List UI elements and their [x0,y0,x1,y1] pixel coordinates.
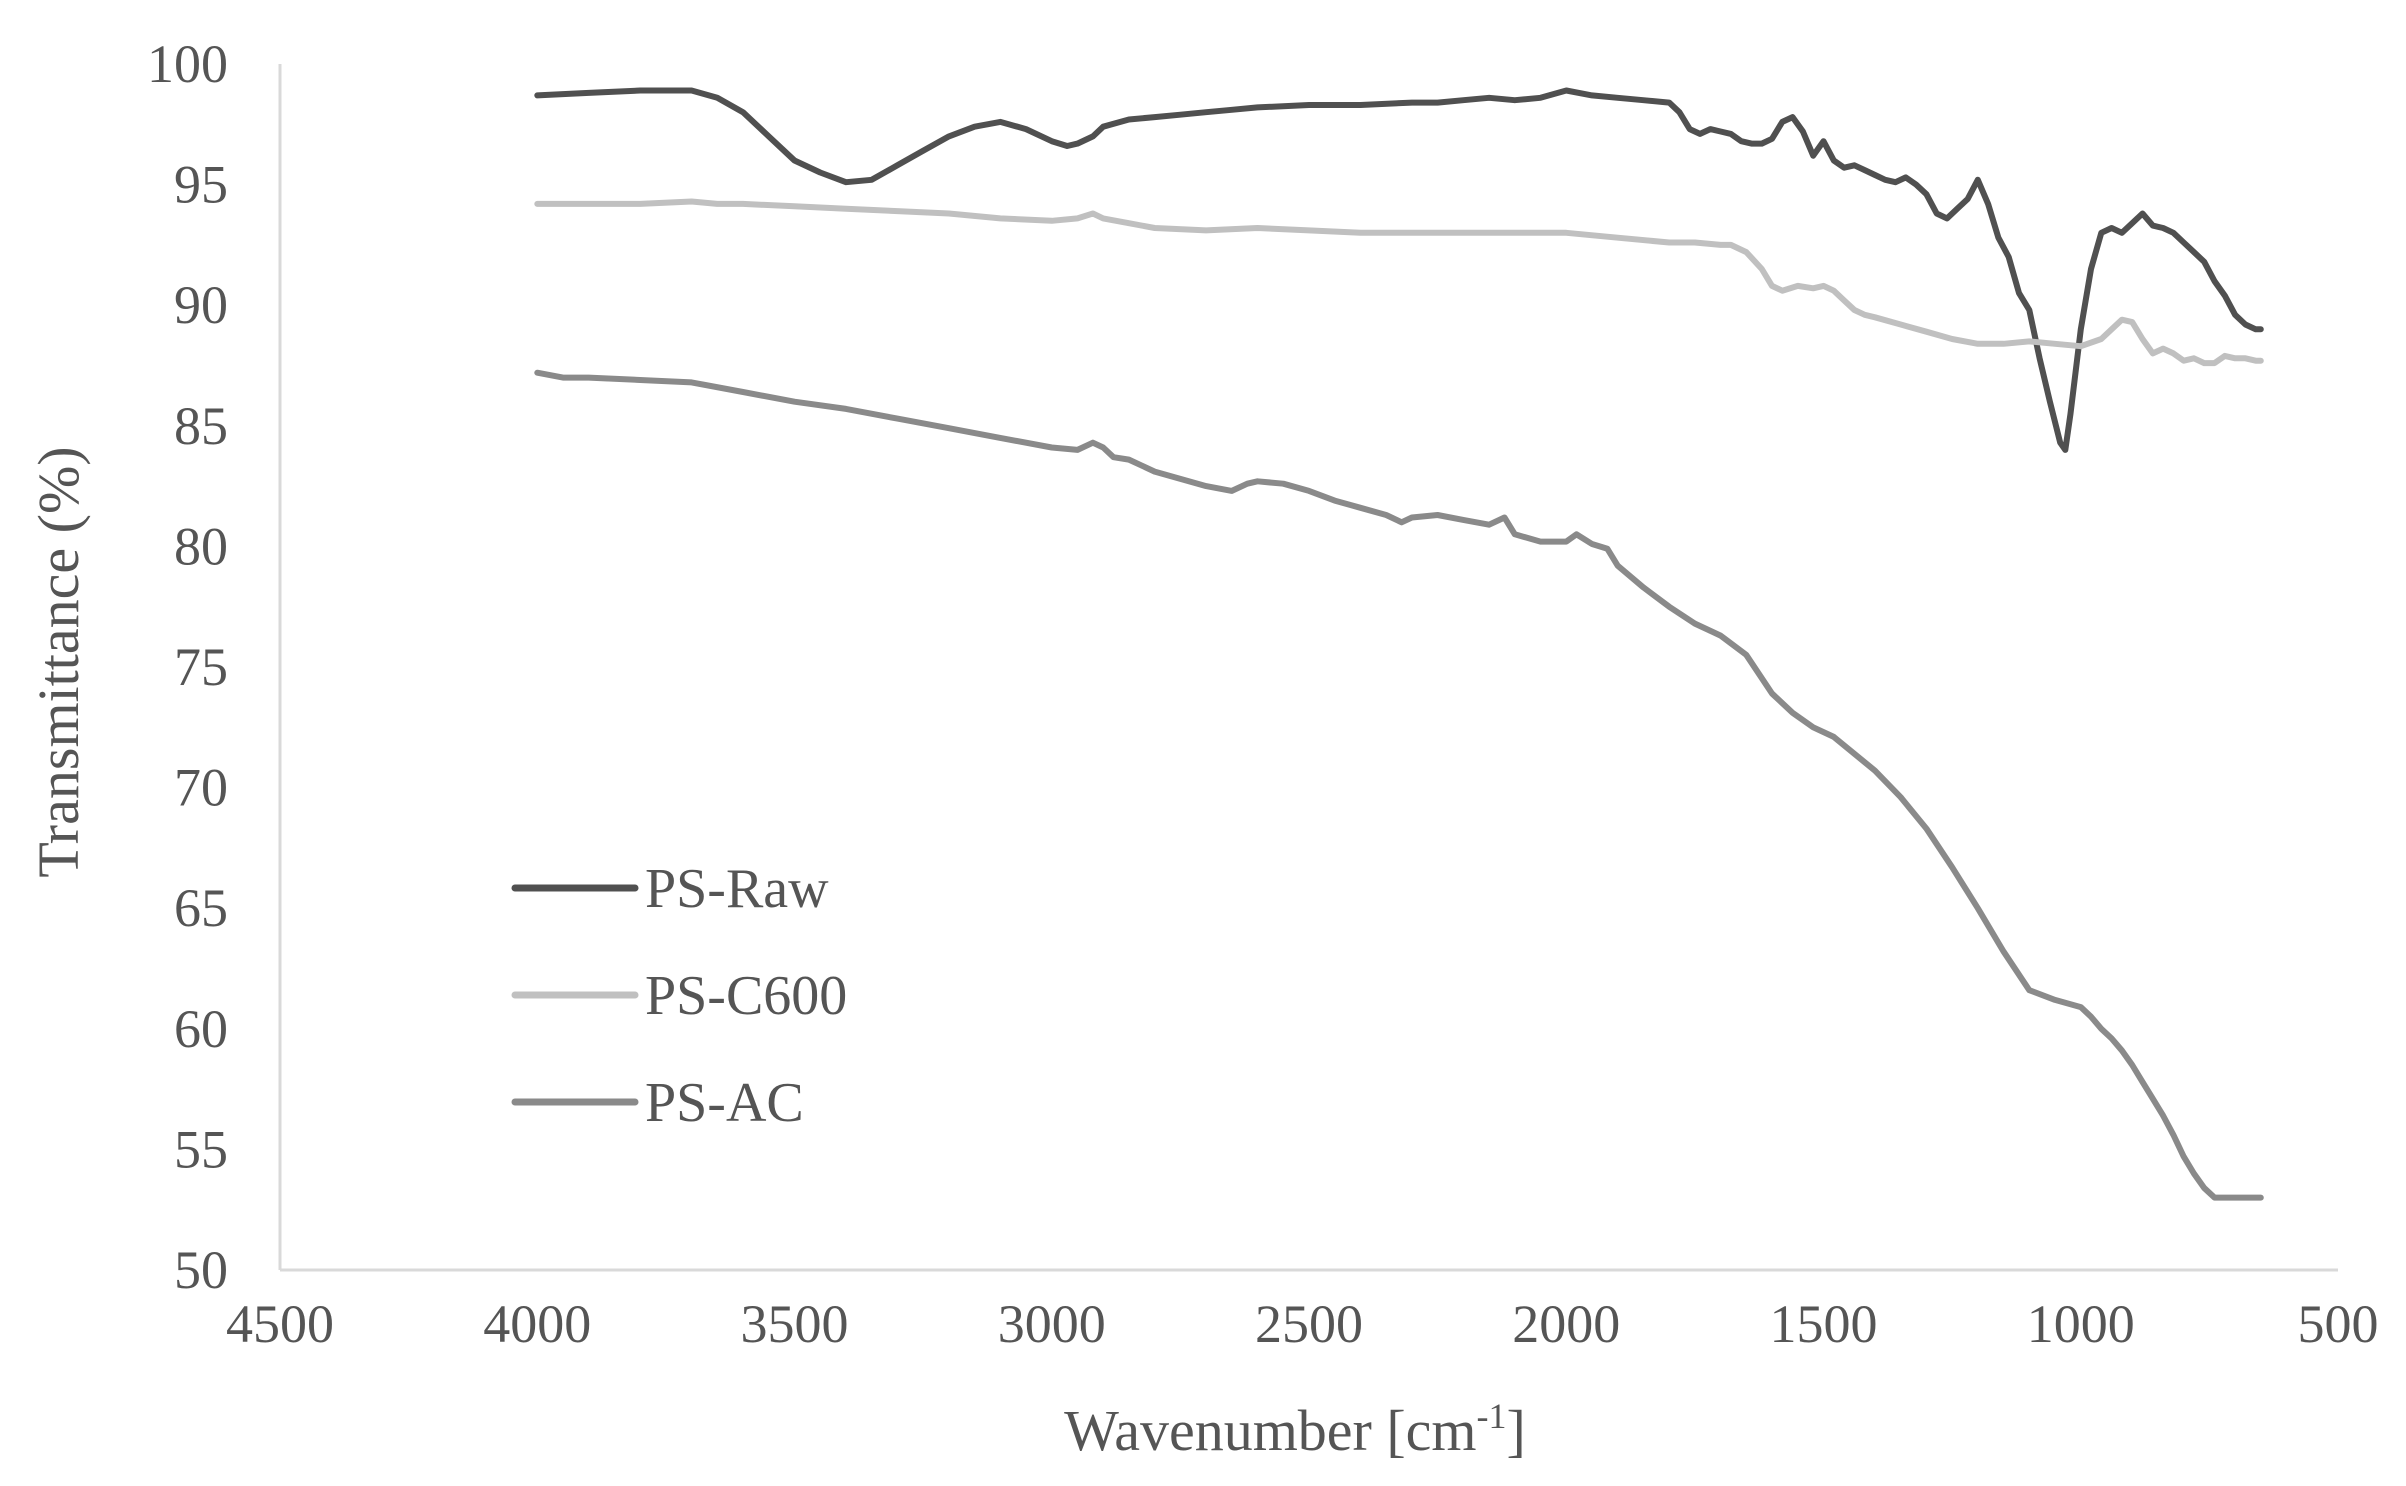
y-tick-label: 50 [174,1240,228,1300]
y-tick-label: 100 [147,34,228,94]
x-tick-label: 3500 [741,1294,849,1354]
axis-titles: Wavenumber [cm-1] Transmittance (%) [26,446,1526,1463]
y-tick-label: 75 [174,637,228,697]
series-line-ps-c600 [534,198,2264,367]
y-axis-title: Transmittance (%) [26,446,91,877]
y-tick-label: 95 [174,155,228,215]
x-tick-label: 3000 [998,1294,1106,1354]
legend-label: PS-Raw [645,858,829,920]
legend: PS-Raw PS-C600 PS-AC [511,858,847,1134]
x-tick-label: 1000 [2027,1294,2135,1354]
y-tick-label: 80 [174,516,228,576]
x-tick-label: 2500 [1255,1294,1363,1354]
series-line-ps-raw [534,87,2264,453]
x-axis-title: Wavenumber [cm-1] [1064,1396,1526,1463]
y-tick-label: 90 [174,275,228,335]
x-tick-label: 2000 [1512,1294,1620,1354]
y-tick-label: 60 [174,999,228,1059]
y-tick-label: 70 [174,758,228,818]
series-line-ps-ac [534,369,2264,1201]
x-tick-label: 1500 [1770,1294,1878,1354]
y-tick-label: 55 [174,1119,228,1179]
series-group [534,87,2264,1201]
legend-label: PS-C600 [645,965,847,1027]
x-tick-label: 500 [2298,1294,2379,1354]
axes: 50 55 60 65 70 75 80 85 90 95 100 4500 4000 3500 3000 2… [147,34,2379,1354]
legend-label: PS-AC [645,1072,804,1134]
x-tick-label: 4500 [226,1294,334,1354]
y-tick-label: 65 [174,878,228,938]
y-tick-label: 85 [174,396,228,456]
x-tick-label: 4000 [483,1294,591,1354]
